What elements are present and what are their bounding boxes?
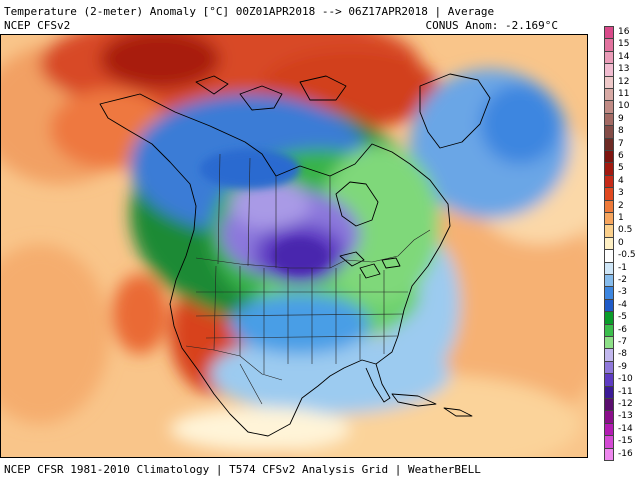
conus-anomaly-label: CONUS Anom: -2.169°C (425, 19, 558, 32)
color-scale-swatch (604, 50, 614, 65)
color-scale-label: -7 (618, 337, 627, 347)
boundary-lines (185, 153, 431, 405)
color-scale-label: -3 (618, 287, 627, 298)
color-scale-label: 11 (618, 89, 630, 99)
color-scale-label: -6 (618, 324, 627, 335)
color-scale-label: -14 (618, 423, 633, 434)
color-scale-swatch (604, 112, 614, 127)
color-scale-swatch (604, 224, 614, 238)
color-scale-label: -9 (618, 361, 627, 372)
coastline-lines (99, 73, 491, 437)
color-scale-swatch (604, 410, 614, 424)
color-scale-swatch (604, 137, 614, 151)
color-scale-label: -12 (618, 399, 633, 409)
color-scale-swatch (604, 75, 614, 89)
color-scale-label: -10 (618, 374, 633, 385)
color-scale-label: 5 (618, 163, 624, 174)
model-label: NCEP CFSv2 (4, 19, 71, 32)
color-scale-label: 10 (618, 101, 630, 112)
color-scale-label: -16 (618, 448, 633, 459)
color-scale-swatch (604, 199, 614, 213)
footer-credits: NCEP CFSR 1981-2010 Climatology | T574 C… (4, 463, 481, 476)
color-scale-swatch (604, 398, 614, 412)
color-scale-label: -11 (618, 386, 633, 397)
color-scale-label: 13 (618, 64, 630, 75)
color-scale-swatch (604, 311, 614, 325)
color-scale-label: 0 (618, 237, 624, 248)
color-scale-label: 3 (618, 188, 624, 199)
color-scale-swatch (604, 323, 614, 337)
color-scale-swatch (604, 63, 614, 77)
color-scale-label: 16 (618, 27, 630, 37)
map-title: Temperature (2-meter) Anomaly [°C] 00Z01… (4, 5, 495, 18)
color-scale-swatch (604, 38, 614, 52)
color-scale-label: 0.5 (618, 225, 633, 236)
color-scale-swatch (604, 274, 614, 288)
color-scale-swatch (604, 373, 614, 387)
color-scale-swatch (604, 348, 614, 362)
color-scale-swatch (604, 236, 614, 251)
color-scale-label: 2 (618, 200, 624, 211)
color-scale-label: 15 (618, 39, 630, 50)
color-scale-label: 9 (618, 113, 624, 124)
color-scale-swatch (604, 100, 614, 114)
color-scale-label: -8 (618, 349, 627, 360)
color-scale-swatch (604, 385, 614, 399)
color-scale-label: 1 (618, 213, 624, 223)
color-scale-swatch (604, 249, 614, 263)
color-scale-swatch (604, 447, 614, 461)
temperature-anomaly-map (0, 34, 588, 458)
color-scale-label: 8 (618, 126, 624, 137)
color-scale-label: 12 (618, 76, 630, 87)
color-scale-swatch (604, 286, 614, 300)
color-scale-swatch (604, 187, 614, 201)
color-scale-label: -4 (618, 299, 627, 310)
color-scale-label: 4 (618, 175, 624, 186)
color-scale-label: 6 (618, 151, 624, 161)
color-scale-label: -2 (618, 275, 627, 285)
color-scale-swatch (604, 261, 614, 275)
color-scale-swatch (604, 88, 614, 102)
color-scale-swatch (604, 435, 614, 449)
color-scale-swatch (604, 162, 614, 176)
color-scale-label: -15 (618, 436, 633, 447)
color-scale-swatch (604, 26, 614, 40)
color-scale-label: -1 (618, 262, 627, 273)
color-scale-label: 7 (618, 138, 624, 149)
color-scale-swatch (604, 422, 614, 437)
color-scale-swatch (604, 150, 614, 164)
color-scale-swatch (604, 212, 614, 226)
color-scale-swatch (604, 336, 614, 350)
color-scale-swatch (604, 174, 614, 189)
color-scale-swatch (604, 360, 614, 375)
color-scale-swatch (604, 125, 614, 139)
color-scale-label: 14 (618, 51, 630, 62)
color-scale-label: -5 (618, 312, 627, 323)
color-scale-legend: 16 15 14 13 12 11 10 9 8 7 6 5 4 3 2 1 0.5 0 -0.5 -1 -2 -3 -4 -… (604, 26, 640, 462)
color-scale-label: -13 (618, 411, 633, 422)
color-scale-swatch (604, 298, 614, 313)
color-scale-label: -0.5 (618, 250, 636, 261)
